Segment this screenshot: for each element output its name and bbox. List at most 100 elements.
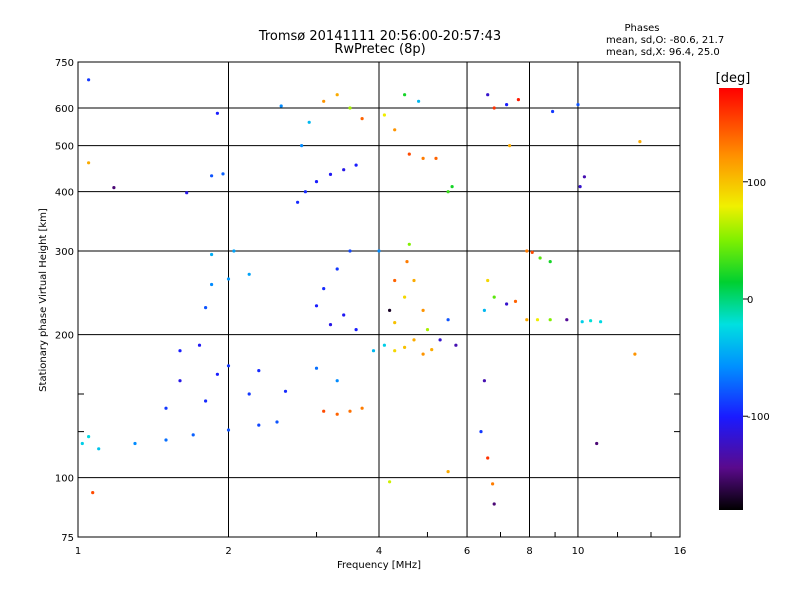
- data-point: [335, 267, 339, 271]
- data-point: [232, 249, 236, 253]
- data-point: [580, 320, 584, 324]
- data-point: [382, 343, 386, 347]
- data-point: [430, 348, 434, 352]
- data-point: [578, 185, 582, 189]
- data-point: [438, 338, 442, 342]
- data-point: [446, 190, 450, 194]
- data-point: [328, 323, 333, 327]
- chart-subtitle: RwPretec (8p): [334, 42, 425, 57]
- data-point: [576, 103, 580, 107]
- y-tick-label: 75: [61, 533, 74, 544]
- y-tick-label: 750: [55, 58, 74, 69]
- data-point: [434, 156, 438, 160]
- data-point: [191, 433, 195, 437]
- data-point: [446, 470, 450, 474]
- data-point: [112, 186, 116, 190]
- plot-frame: [77, 61, 681, 538]
- stats-heading: Phases: [624, 23, 659, 34]
- data-point: [204, 399, 208, 403]
- data-point: [403, 295, 407, 299]
- data-point: [221, 172, 225, 176]
- colorbar-ticks: 100 0 -100: [743, 178, 770, 423]
- data-point: [279, 104, 283, 108]
- colorbar-label: [deg]: [716, 71, 751, 86]
- data-point: [283, 389, 288, 393]
- data-point: [513, 299, 518, 303]
- data-point: [403, 93, 407, 97]
- data-point: [348, 409, 352, 413]
- data-point: [80, 441, 84, 446]
- data-point: [505, 302, 509, 306]
- y-axis-ticks: 75 100 200 300 400 500 600 750: [55, 58, 680, 544]
- data-point: [87, 435, 91, 439]
- data-point: [421, 156, 425, 160]
- data-point: [247, 272, 251, 276]
- data-point: [382, 113, 386, 117]
- data-point: [638, 140, 642, 144]
- grid: [78, 62, 680, 537]
- x-tick-label: 6: [464, 546, 470, 557]
- data-point: [377, 249, 381, 253]
- data-point: [446, 318, 450, 322]
- data-point: [322, 99, 326, 103]
- data-point: [486, 456, 490, 460]
- data-point: [210, 174, 214, 178]
- data-point: [226, 428, 231, 432]
- data-point: [215, 372, 219, 376]
- data-point: [589, 319, 593, 323]
- data-point: [296, 200, 300, 204]
- colorbar: [719, 88, 743, 510]
- data-point: [454, 343, 458, 347]
- data-point: [354, 328, 358, 332]
- data-point: [197, 343, 202, 347]
- data-point: [525, 249, 529, 253]
- data-point: [393, 128, 397, 132]
- data-point: [226, 277, 231, 281]
- data-point: [342, 168, 346, 172]
- data-point: [314, 366, 319, 370]
- data-point: [508, 144, 512, 148]
- data-point: [322, 409, 326, 413]
- data-point: [360, 406, 364, 410]
- data-point: [412, 338, 416, 342]
- data-point: [421, 352, 425, 356]
- data-point: [87, 161, 91, 165]
- data-point: [210, 252, 214, 257]
- x-tick-label: 1: [75, 546, 81, 557]
- data-point: [91, 491, 95, 495]
- data-point: [505, 103, 509, 107]
- stats-line-x: mean, sd,X: 96.4, 25.0: [606, 47, 720, 58]
- data-point: [210, 282, 214, 287]
- data-point: [97, 447, 101, 451]
- y-tick-label: 300: [55, 247, 74, 258]
- data-point: [530, 250, 534, 254]
- data-point: [348, 249, 352, 253]
- colorbar-tick-label: 100: [747, 178, 766, 189]
- data-point: [482, 379, 486, 383]
- data-point: [342, 313, 346, 317]
- data-point: [314, 304, 319, 308]
- data-point: [565, 318, 569, 322]
- data-point: [486, 278, 490, 283]
- data-point: [303, 190, 307, 194]
- data-point: [450, 185, 454, 189]
- data-point: [164, 438, 168, 442]
- data-point: [393, 349, 397, 353]
- data-point: [486, 93, 490, 97]
- y-tick-label: 500: [55, 142, 74, 153]
- x-axis-label: Frequency [MHz]: [337, 560, 421, 571]
- data-point: [348, 106, 352, 110]
- colorbar-tick-label: -100: [747, 412, 770, 423]
- data-point: [633, 352, 637, 356]
- y-axis-label: Stationary phase Virtual Height [km]: [38, 208, 49, 392]
- data-point: [516, 98, 521, 102]
- y-tick-label: 200: [55, 331, 74, 342]
- data-point: [421, 308, 425, 312]
- data-point: [178, 349, 182, 353]
- colorbar-tick-label: 0: [747, 295, 753, 306]
- data-point: [412, 278, 416, 283]
- chart-title: Tromsø 20141111 20:56:00-20:57:43: [258, 29, 501, 44]
- data-point: [407, 242, 411, 246]
- data-point: [335, 412, 339, 416]
- x-tick-label: 4: [376, 546, 382, 557]
